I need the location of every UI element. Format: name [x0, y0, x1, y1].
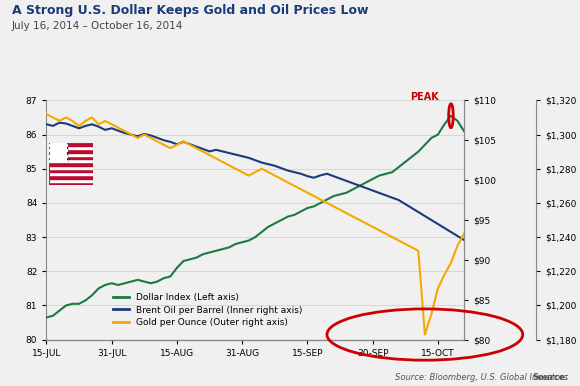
- Text: Source: Bloomberg, U.S. Global Investors: Source: Bloomberg, U.S. Global Investors: [396, 373, 568, 382]
- Bar: [49, 166, 93, 169]
- Bar: [49, 182, 93, 185]
- Bar: [49, 172, 93, 176]
- Bar: [49, 149, 93, 152]
- Text: Source:: Source:: [532, 373, 568, 382]
- Bar: [49, 143, 93, 146]
- Bar: [49, 169, 93, 172]
- Bar: [49, 152, 93, 156]
- Bar: [49, 159, 93, 163]
- Text: A Strong U.S. Dollar Keeps Gold and Oil Prices Low: A Strong U.S. Dollar Keeps Gold and Oil …: [12, 4, 368, 17]
- Legend: Dollar Index (Left axis), Brent Oil per Barrel (Inner right axis), Gold per Ounc: Dollar Index (Left axis), Brent Oil per …: [110, 290, 306, 330]
- Text: July 16, 2014 – October 16, 2014: July 16, 2014 – October 16, 2014: [12, 21, 183, 31]
- Bar: [49, 143, 67, 163]
- Bar: [49, 163, 93, 166]
- Bar: [49, 156, 93, 159]
- Bar: [49, 179, 93, 182]
- Text: PEAK: PEAK: [411, 92, 439, 102]
- Bar: [49, 146, 93, 149]
- Bar: [49, 176, 93, 179]
